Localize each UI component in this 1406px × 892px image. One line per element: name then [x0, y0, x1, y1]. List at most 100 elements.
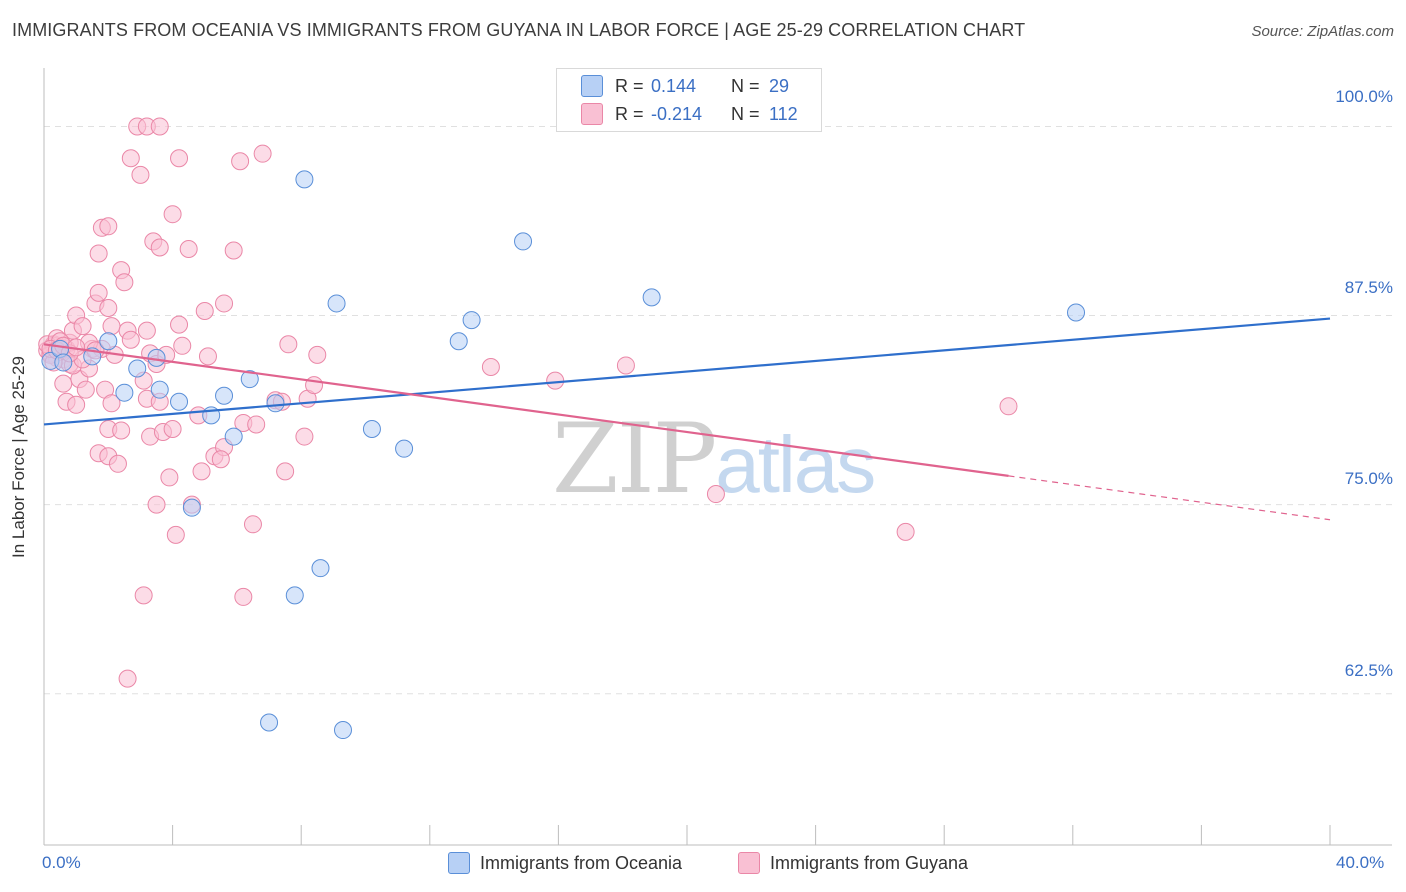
legend-row-oceania: R = 0.144 N = 29: [581, 74, 789, 98]
guyana-point-21: [76, 380, 95, 399]
guyana-point-30: [99, 217, 118, 236]
oceania-point-15: [266, 394, 285, 413]
oceania-point-9: [182, 498, 201, 517]
oceania-point-26: [642, 288, 661, 307]
guyana-point-61: [160, 468, 179, 487]
guyana-point-44: [121, 149, 140, 168]
guyana-point-62: [163, 420, 182, 439]
guyana-point-92: [308, 345, 327, 364]
guyana-r-value: -0.214: [651, 103, 703, 124]
oceania-legend-swatch: [448, 852, 470, 874]
oceania-point-23: [449, 332, 468, 351]
guyana-point-94: [134, 586, 153, 605]
guyana-point-35: [102, 394, 121, 413]
y-axis-label: In Labor Force | Age 25-29: [9, 356, 28, 558]
y-tick-label-62-5: 62.5%: [1344, 661, 1393, 680]
y-tick-label-75: 75.0%: [1344, 469, 1393, 488]
n-label: N =: [731, 75, 760, 96]
guyana-point-98: [706, 485, 725, 504]
oceania-point-8: [170, 392, 189, 411]
guyana-point-63: [163, 205, 182, 224]
guyana-point-100: [999, 397, 1018, 416]
guyana-point-93: [118, 669, 137, 688]
guyana-point-25: [89, 283, 108, 302]
oceania-n-value: 29: [769, 75, 790, 96]
y-tick-label-87-5: 87.5%: [1344, 278, 1393, 297]
oceania-point-11: [215, 386, 234, 405]
chart-title: IMMIGRANTS FROM OCEANIA VS IMMIGRANTS FR…: [12, 20, 1026, 40]
guyana-trend-line: [43, 343, 1009, 477]
guyana-point-57: [150, 238, 169, 257]
oceania-point-14: [260, 713, 279, 732]
oceania-point-3: [99, 332, 118, 351]
guyana-point-39: [112, 421, 131, 440]
guyana-point-82: [247, 415, 266, 434]
guyana-point-89: [295, 427, 314, 446]
guyana-point-91: [305, 376, 324, 395]
x-tick-label-min: 0.0%: [42, 853, 81, 872]
guyana-point-46: [131, 165, 150, 184]
guyana-point-96: [546, 371, 565, 390]
guyana-point-32: [102, 317, 121, 336]
guyana-point-18: [67, 395, 86, 414]
y-tick-label-100: 100.0%: [1335, 87, 1393, 106]
guyana-point-77: [211, 450, 230, 469]
guyana-point-15: [54, 374, 73, 393]
guyana-point-73: [198, 347, 217, 366]
oceania-point-5: [128, 359, 147, 378]
guyana-point-50: [137, 321, 156, 340]
oceania-point-19: [327, 294, 346, 313]
guyana-point-65: [170, 315, 189, 334]
source-credit: Source: ZipAtlas.com: [1251, 23, 1394, 40]
guyana-point-87: [279, 335, 298, 354]
guyana-point-99: [896, 522, 915, 541]
guyana-point-76: [215, 294, 234, 313]
guyana-point-79: [231, 152, 250, 171]
guyana-point-78: [224, 241, 243, 260]
watermark-zip: ZIP: [552, 403, 717, 515]
r-label: R =: [615, 75, 644, 96]
guyana-point-97: [616, 356, 635, 375]
guyana-point-38: [108, 454, 127, 473]
guyana-point-59: [147, 495, 166, 514]
guyana-point-58: [150, 117, 169, 136]
guyana-point-41: [115, 273, 134, 292]
bottom-legend-oceania: Immigrants from Oceania: [448, 852, 682, 874]
oceania-point-13: [240, 370, 259, 389]
guyana-trend-extension: [1008, 475, 1331, 521]
oceania-point-24: [462, 311, 481, 330]
guyana-point-20: [73, 317, 92, 336]
oceania-point-25: [514, 232, 533, 251]
guyana-point-31: [99, 298, 118, 317]
oceania-point-7: [150, 380, 169, 399]
oceania-point-4: [115, 383, 134, 402]
guyana-point-72: [195, 302, 214, 321]
guyana-point-66: [173, 336, 192, 355]
guyana-point-43: [121, 330, 140, 349]
watermark: ZIPatlas: [552, 403, 876, 515]
guyana-legend-swatch: [738, 852, 760, 874]
legend-row-guyana: R = -0.214 N = 112: [581, 102, 798, 126]
oceania-legend-label: Immigrants from Oceania: [480, 852, 683, 873]
oceania-point-17: [295, 170, 314, 189]
n-label: N =: [731, 103, 760, 124]
correlation-legend: R = 0.144 N = 29 R = -0.214 N = 112: [556, 68, 822, 132]
guyana-point-86: [276, 462, 295, 481]
oceania-point-28: [54, 353, 73, 372]
guyana-point-80: [234, 587, 253, 606]
guyana-point-70: [192, 462, 211, 481]
oceania-point-27: [1067, 303, 1086, 322]
guyana-point-28: [89, 244, 108, 263]
oceania-point-16: [285, 586, 304, 605]
r-label: R =: [615, 103, 644, 124]
oceania-point-12: [224, 427, 243, 446]
guyana-point-83: [243, 515, 262, 534]
guyana-point-84: [253, 144, 272, 163]
oceania-point-22: [395, 439, 414, 458]
watermark-atlas: atlas: [715, 420, 876, 509]
oceania-r-value: 0.144: [651, 75, 697, 96]
x-tick-label-max: 40.0%: [1336, 853, 1385, 872]
oceania-point-20: [333, 721, 352, 740]
oceania-swatch: [581, 75, 603, 97]
